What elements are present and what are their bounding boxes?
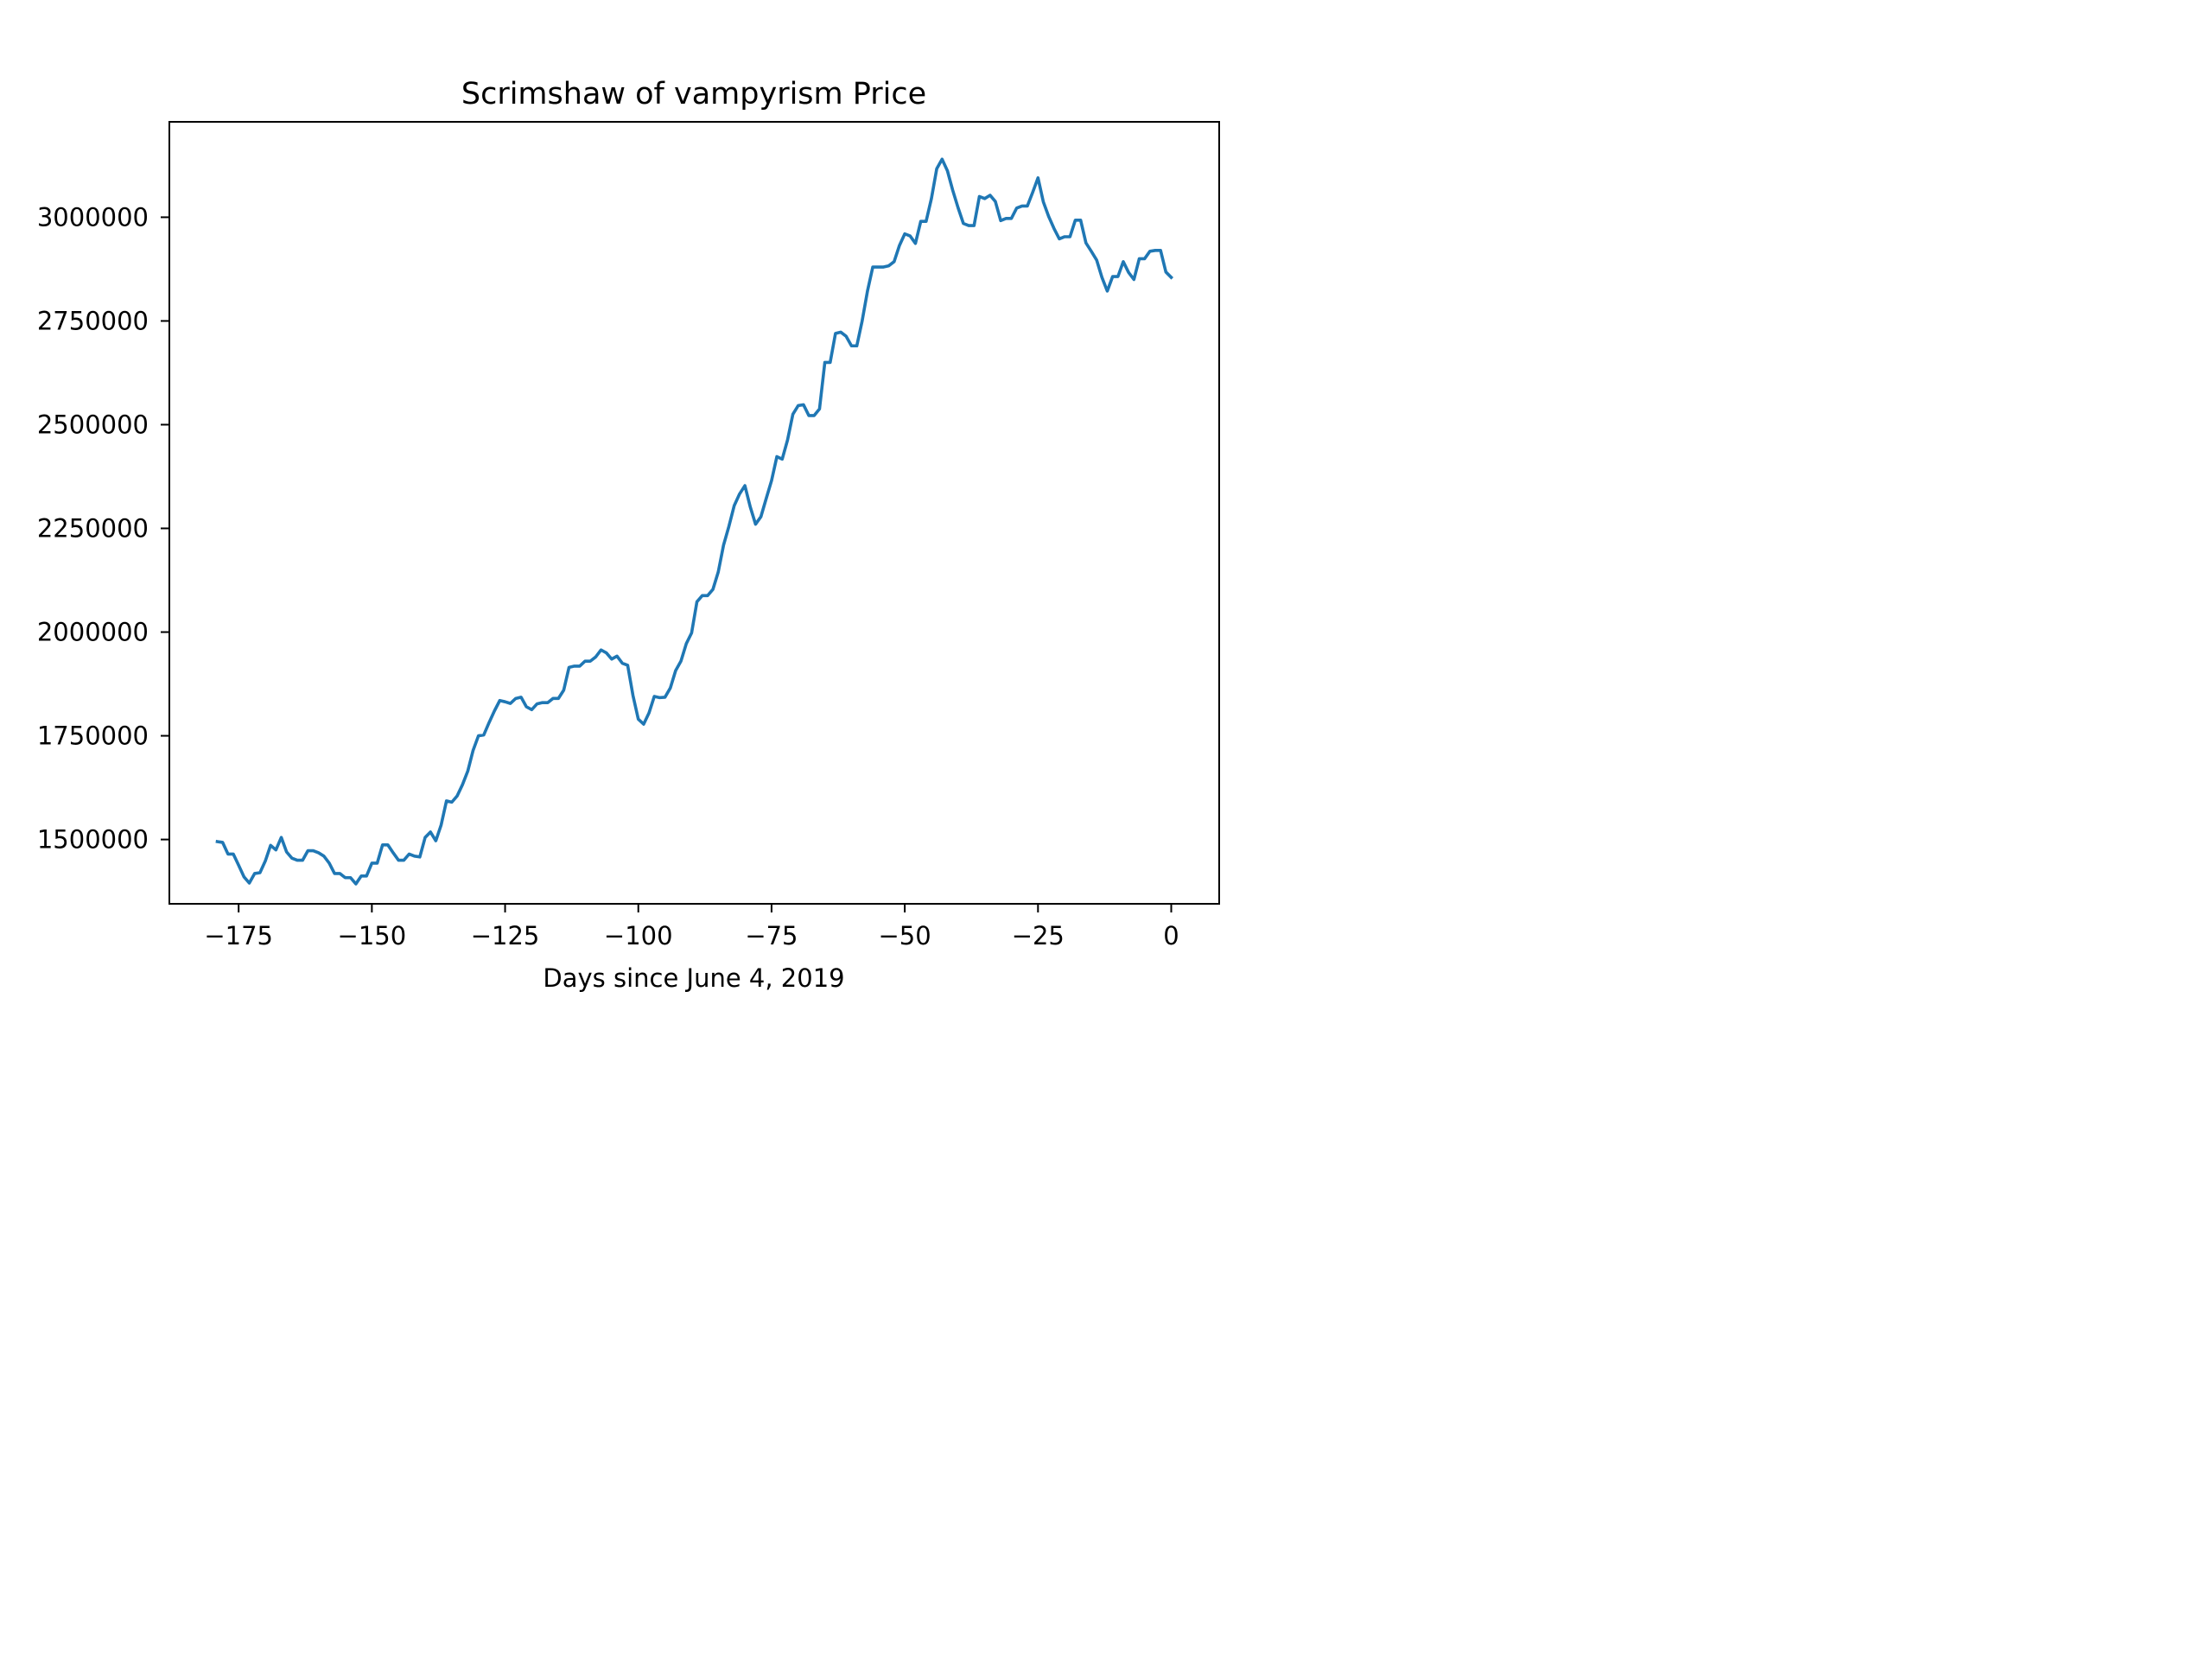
y-tick-label: 2250000 — [37, 514, 149, 543]
figure-background — [0, 0, 1348, 1011]
y-tick-label: 1750000 — [37, 721, 149, 751]
line-chart: Scrimshaw of vampyrism Price −175 −150 −12… — [0, 0, 1348, 1011]
chart-title: Scrimshaw of vampyrism Price — [461, 77, 926, 111]
x-tick-label: −175 — [204, 921, 273, 950]
y-tick-label: 2000000 — [37, 618, 149, 647]
axes-frame — [168, 121, 1220, 905]
x-tick-label: 0 — [1163, 921, 1179, 950]
y-tick-label: 2500000 — [37, 410, 149, 439]
series-line-0 — [215, 157, 1174, 886]
y-tick-label: 3000000 — [37, 202, 149, 232]
x-tick-label: −100 — [604, 921, 673, 950]
y-tick-label: 1500000 — [37, 825, 149, 855]
x-tick-label: −125 — [471, 921, 540, 950]
x-tick-label: −50 — [879, 921, 931, 950]
y-axis-ticks: 1500000 1750000 2000000 2250000 2500000 27500… — [37, 202, 169, 855]
x-tick-label: −75 — [745, 921, 798, 950]
y-tick-label: 2750000 — [37, 306, 149, 335]
x-tick-label: −150 — [338, 921, 407, 950]
x-axis-label: Days since June 4, 2019 — [543, 963, 844, 993]
x-axis-ticks: −175 −150 −125 −100 −75 −50 −25 0 — [204, 904, 1179, 950]
plot-area — [215, 157, 1174, 886]
x-tick-label: −25 — [1012, 921, 1065, 950]
